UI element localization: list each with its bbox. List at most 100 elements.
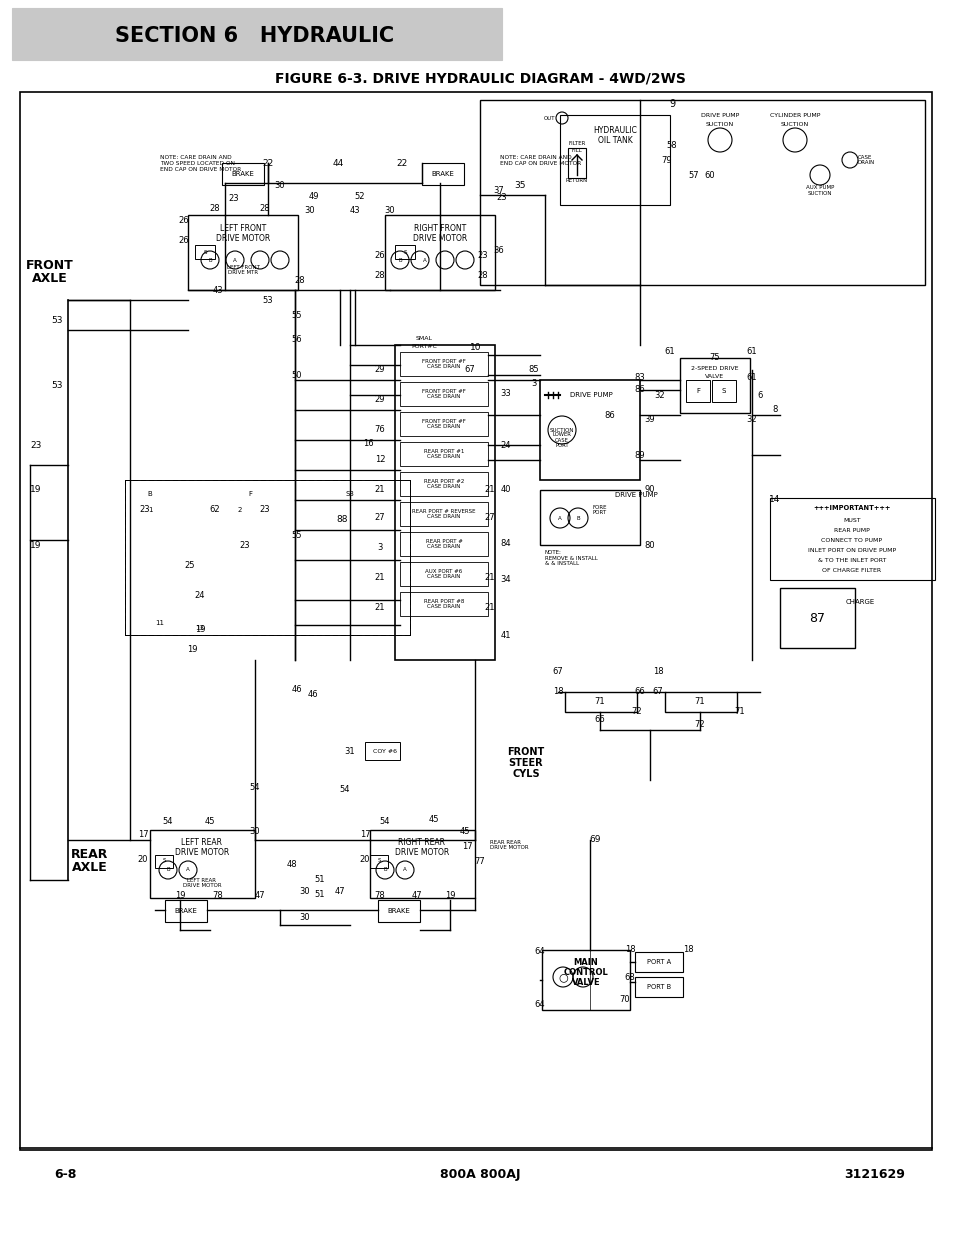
Text: 20: 20 (137, 856, 148, 864)
Text: 51: 51 (314, 890, 325, 899)
Text: 87: 87 (808, 611, 824, 625)
Text: 3: 3 (377, 543, 382, 552)
Text: 19: 19 (194, 625, 205, 635)
Text: 6-8: 6-8 (53, 1168, 76, 1182)
Text: 43: 43 (350, 205, 360, 215)
Text: LEFT REAR
DRIVE MOTOR: LEFT REAR DRIVE MOTOR (182, 878, 221, 888)
Text: 29: 29 (375, 395, 385, 405)
Bar (399, 472, 488, 496)
Text: 49: 49 (309, 191, 319, 200)
Text: AUX PUMP: AUX PUMP (805, 184, 833, 189)
Text: 55: 55 (292, 310, 302, 320)
Bar (399, 532, 488, 556)
Text: S: S (721, 388, 725, 394)
Text: 45: 45 (428, 815, 438, 825)
Bar (479, 100, 924, 285)
Text: FIGURE 6-3. DRIVE HYDRAULIC DIAGRAM - 4WD/2WS: FIGURE 6-3. DRIVE HYDRAULIC DIAGRAM - 4W… (274, 70, 684, 85)
Text: 61: 61 (664, 347, 675, 357)
Text: 21: 21 (375, 485, 385, 494)
Text: 52: 52 (355, 191, 365, 200)
Text: 30: 30 (299, 888, 310, 897)
Text: 46: 46 (292, 685, 302, 694)
Text: 12: 12 (375, 456, 385, 464)
Text: A: A (558, 515, 561, 520)
Text: 31: 31 (344, 747, 355, 757)
Text: 55: 55 (292, 531, 302, 540)
Text: PORT B: PORT B (646, 984, 670, 990)
Text: 28: 28 (477, 270, 488, 279)
Text: 18: 18 (682, 946, 693, 955)
Text: S3: S3 (345, 492, 355, 496)
Text: 20: 20 (359, 856, 370, 864)
Text: 60: 60 (704, 170, 715, 179)
Text: 53: 53 (51, 315, 63, 325)
Text: A: A (423, 258, 426, 263)
Text: 45: 45 (205, 818, 215, 826)
Text: SUCTION: SUCTION (807, 190, 831, 195)
Text: S: S (403, 249, 406, 254)
Text: 71: 71 (734, 708, 744, 716)
Text: 23: 23 (30, 441, 42, 450)
Text: 19: 19 (187, 646, 197, 655)
Text: 18: 18 (552, 688, 562, 697)
Text: 39: 39 (644, 415, 655, 425)
Text: SUCTION: SUCTION (705, 121, 734, 126)
Text: 21: 21 (375, 573, 385, 583)
Bar (780, 588, 854, 648)
Bar (20, 91, 931, 1150)
Text: 30: 30 (274, 180, 285, 189)
Text: REAR REAR
DRIVE MOTOR: REAR REAR DRIVE MOTOR (490, 840, 528, 851)
Bar (539, 380, 639, 480)
Text: 27: 27 (375, 514, 385, 522)
Text: 83: 83 (634, 373, 644, 383)
Bar (399, 352, 488, 375)
Bar (370, 830, 475, 898)
Text: CASE
DRAIN: CASE DRAIN (857, 154, 874, 165)
Text: B: B (576, 515, 579, 520)
Bar (399, 412, 488, 436)
Text: MUST: MUST (842, 517, 860, 522)
Text: 86: 86 (604, 410, 615, 420)
Text: F: F (696, 388, 700, 394)
Text: SUCTION: SUCTION (781, 121, 808, 126)
Text: SECTION 6   HYDRAULIC: SECTION 6 HYDRAULIC (115, 26, 395, 46)
Text: S: S (376, 858, 380, 863)
Text: 54: 54 (379, 818, 390, 826)
Text: DRIVE MOTOR: DRIVE MOTOR (413, 233, 467, 242)
Text: 8: 8 (772, 405, 777, 415)
Text: DRIVE PUMP: DRIVE PUMP (700, 112, 739, 117)
Text: 57: 57 (688, 170, 699, 179)
Text: 86: 86 (634, 385, 644, 394)
Text: 64: 64 (534, 947, 545, 956)
Text: 28: 28 (259, 204, 270, 212)
Text: 21: 21 (484, 604, 495, 613)
Text: REAR PORT #2
CASE DRAIN: REAR PORT #2 CASE DRAIN (423, 479, 464, 489)
Text: 24: 24 (194, 590, 205, 599)
Bar (635, 977, 682, 997)
Bar (365, 742, 399, 760)
Text: FRONT: FRONT (26, 258, 73, 272)
Text: BRAKE: BRAKE (232, 170, 254, 177)
Bar (421, 163, 463, 185)
Text: 30: 30 (384, 205, 395, 215)
Text: 21: 21 (375, 604, 385, 613)
Text: 2-SPEED DRIVE: 2-SPEED DRIVE (691, 366, 738, 370)
Text: 67: 67 (464, 366, 475, 374)
Text: A: A (186, 867, 190, 872)
Bar (635, 952, 682, 972)
Text: FRONT PORT #F
CASE DRAIN: FRONT PORT #F CASE DRAIN (421, 358, 465, 369)
Bar (679, 358, 749, 412)
Text: 50: 50 (292, 370, 302, 379)
Text: 29: 29 (375, 366, 385, 374)
Text: 80: 80 (644, 541, 655, 550)
Text: 23: 23 (139, 505, 151, 515)
Text: 40: 40 (500, 485, 511, 494)
Text: 34: 34 (500, 576, 511, 584)
Text: 22: 22 (395, 158, 407, 168)
Text: 72: 72 (631, 708, 641, 716)
Text: REAR PORT # REVERSE
CASE DRAIN: REAR PORT # REVERSE CASE DRAIN (412, 509, 476, 520)
Text: HYDRAULIC: HYDRAULIC (593, 126, 637, 135)
Text: AXLE: AXLE (32, 272, 68, 284)
Bar (150, 830, 254, 898)
Text: 67: 67 (552, 667, 563, 677)
